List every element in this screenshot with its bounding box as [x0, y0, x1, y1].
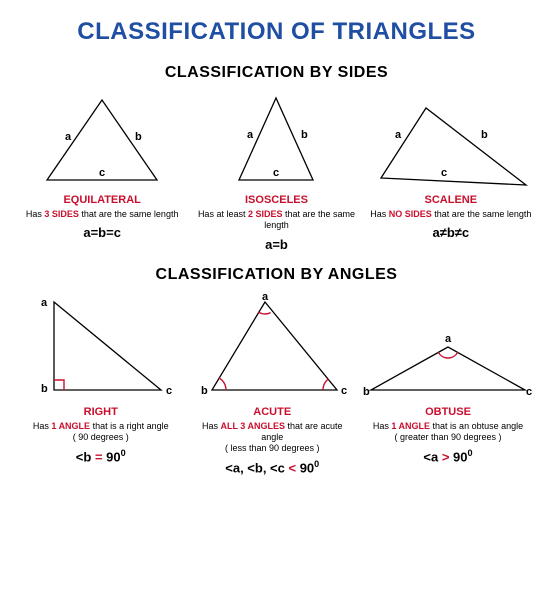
cell-obtuse: a b c OBTUSE Has 1 ANGLE that is an obtuse… — [363, 292, 533, 476]
svg-text:b: b — [201, 385, 208, 397]
row-angles: a b c RIGHT Has 1 ANGLE that is a right an… — [20, 292, 533, 476]
name-right: RIGHT — [84, 406, 118, 418]
triangle-scalene: a b c — [371, 90, 531, 190]
svg-text:c: c — [99, 167, 105, 179]
cell-equilateral: a b c EQUILATERAL Has 3 SIDES that are the… — [20, 90, 184, 252]
cond-obtuse: <a > 900 — [423, 448, 472, 464]
page: CLASSIFICATION OF TRIANGLES CLASSIFICATI… — [0, 0, 553, 600]
desc-right: Has 1 ANGLE that is a right angle ( 90 d… — [33, 421, 169, 444]
svg-text:a: a — [247, 129, 254, 141]
cond-scalene: a≠b≠c — [432, 225, 469, 240]
cell-isosceles: a b c ISOSCELES Has at least 2 SIDES that … — [194, 90, 358, 252]
svg-text:b: b — [135, 131, 142, 143]
svg-text:a: a — [65, 131, 72, 143]
svg-text:a: a — [262, 292, 269, 303]
section-sides-heading: CLASSIFICATION BY SIDES — [20, 64, 533, 82]
svg-text:b: b — [363, 386, 370, 398]
desc-scalene: Has NO SIDES that are the same length — [370, 209, 531, 220]
name-acute: ACUTE — [253, 406, 291, 418]
svg-text:b: b — [41, 383, 48, 395]
svg-text:c: c — [526, 386, 532, 398]
svg-text:b: b — [301, 129, 308, 141]
svg-text:c: c — [273, 167, 279, 179]
desc-obtuse: Has 1 ANGLE that is an obtuse angle ( gr… — [373, 421, 523, 444]
desc-isosceles: Has at least 2 SIDES that are the same l… — [194, 209, 358, 232]
main-title: CLASSIFICATION OF TRIANGLES — [20, 18, 533, 46]
svg-text:a: a — [445, 333, 452, 345]
svg-text:c: c — [441, 167, 447, 179]
section-angles-heading: CLASSIFICATION BY ANGLES — [20, 266, 533, 284]
desc-equilateral: Has 3 SIDES that are the same length — [26, 209, 179, 220]
svg-text:a: a — [41, 297, 48, 309]
name-scalene: SCALENE — [425, 194, 478, 206]
desc-acute: Has ALL 3 ANGLES that are acute angle ( … — [192, 421, 354, 455]
svg-text:a: a — [395, 129, 402, 141]
name-obtuse: OBTUSE — [425, 406, 471, 418]
cond-right: <b = 900 — [76, 448, 126, 464]
svg-text:b: b — [481, 129, 488, 141]
triangle-equilateral: a b c — [27, 90, 177, 190]
cond-isosceles: a=b — [265, 237, 288, 252]
cell-scalene: a b c SCALENE Has NO SIDES that are the sa… — [369, 90, 533, 252]
triangle-obtuse: a b c — [363, 292, 533, 402]
cell-right: a b c RIGHT Has 1 ANGLE that is a right an… — [20, 292, 182, 476]
cond-acute: <a, <b, <c < 900 — [225, 459, 319, 475]
name-equilateral: EQUILATERAL — [63, 194, 140, 206]
triangle-isosceles: a b c — [201, 90, 351, 190]
triangle-right: a b c — [26, 292, 176, 402]
row-sides: a b c EQUILATERAL Has 3 SIDES that are the… — [20, 90, 533, 252]
triangle-acute: a b c — [197, 292, 347, 402]
cell-acute: a b c ACUTE Has ALL 3 ANGLES that are acut… — [192, 292, 354, 476]
name-isosceles: ISOSCELES — [245, 194, 308, 206]
cond-equilateral: a=b=c — [83, 225, 121, 240]
svg-text:c: c — [341, 385, 347, 397]
svg-text:c: c — [166, 385, 172, 397]
